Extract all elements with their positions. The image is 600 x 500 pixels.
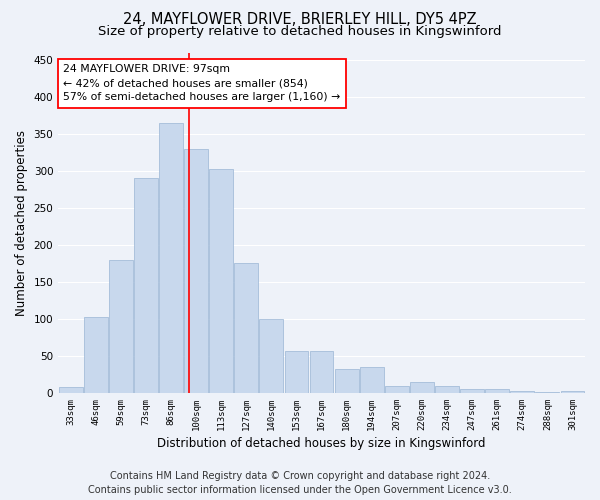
Bar [485,389,509,393]
Bar [460,389,484,393]
Bar [259,319,283,393]
Text: 24, MAYFLOWER DRIVE, BRIERLEY HILL, DY5 4PZ: 24, MAYFLOWER DRIVE, BRIERLEY HILL, DY5 … [123,12,477,28]
Bar [511,390,534,393]
Bar [360,367,383,393]
Text: 24 MAYFLOWER DRIVE: 97sqm
← 42% of detached houses are smaller (854)
57% of semi: 24 MAYFLOWER DRIVE: 97sqm ← 42% of detac… [64,64,341,102]
Bar [410,382,434,393]
Bar [335,368,359,393]
Bar [159,123,183,393]
Bar [385,386,409,393]
Bar [435,386,459,393]
Bar [84,318,108,393]
X-axis label: Distribution of detached houses by size in Kingswinford: Distribution of detached houses by size … [157,437,486,450]
Bar [535,392,559,393]
Bar [235,264,258,393]
Text: Contains HM Land Registry data © Crown copyright and database right 2024.
Contai: Contains HM Land Registry data © Crown c… [88,471,512,495]
Bar [310,351,334,393]
Bar [109,260,133,393]
Bar [284,351,308,393]
Bar [209,168,233,393]
Bar [134,178,158,393]
Y-axis label: Number of detached properties: Number of detached properties [15,130,28,316]
Bar [184,148,208,393]
Bar [59,387,83,393]
Text: Size of property relative to detached houses in Kingswinford: Size of property relative to detached ho… [98,25,502,38]
Bar [560,390,584,393]
